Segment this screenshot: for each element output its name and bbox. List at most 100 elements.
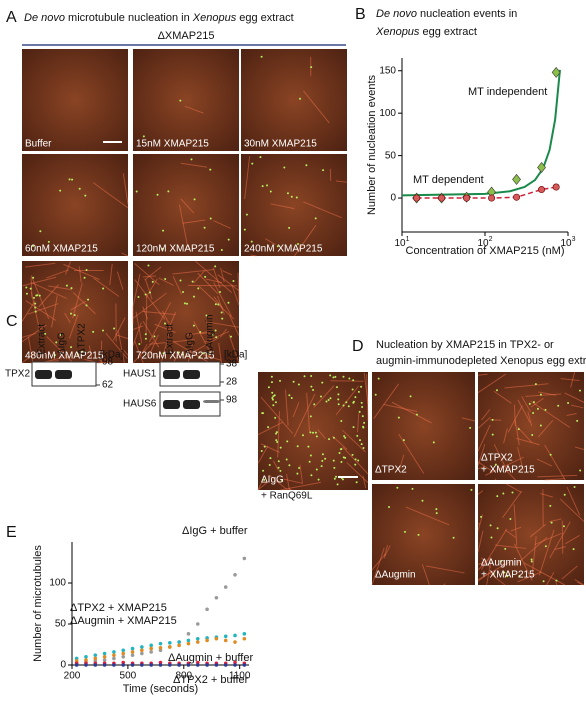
panel-label: A [6,9,17,26]
nucleus-dot [490,536,493,539]
microtubule [219,328,227,338]
microtubule [257,480,270,491]
nucleus-dot [579,469,582,472]
nucleus-dot [348,377,351,380]
point [121,655,126,659]
point [214,636,219,641]
point [130,653,135,657]
nucleus-dot [549,453,552,456]
microtubule [477,373,488,376]
microtubule [342,446,369,475]
microtubule [109,263,113,286]
nucleus-dot [550,521,553,524]
nucleus-dot [70,312,73,315]
nucleus-dot [351,453,354,456]
point [149,643,153,648]
microtubule [493,444,509,473]
microtubule [199,332,210,335]
nucleus-dot [212,333,215,336]
nucleus-dot [532,411,535,414]
microtubule [421,564,430,586]
nucleus-dot [275,431,278,434]
x-tick-label: 200 [64,671,81,682]
x-tick-label: 101 [394,236,409,249]
nucleus-dot [352,401,355,404]
nucleus-dot [333,466,336,469]
microtubule [546,572,555,586]
nucleus-dot [208,352,211,355]
point [223,638,228,643]
nucleus-dot [296,242,299,245]
nucleus-dot [298,466,301,469]
microtubule [477,530,484,553]
point [413,194,421,202]
microtubule [477,466,485,470]
nucleus-dot [337,398,340,401]
point [186,641,191,646]
nucleus-dot [355,481,358,484]
point [74,663,79,667]
micrograph [22,154,128,256]
microtubule [560,378,580,382]
nucleus-dot [360,443,363,446]
nucleus-dot [47,240,50,243]
nucleus-dot [491,433,494,436]
nucleus-dot [402,439,405,442]
microtubule [93,277,120,297]
series-label: MT independent [468,86,547,98]
microtubule [115,334,129,340]
point [149,646,153,651]
micrograph [258,372,368,490]
microtubule [183,337,220,358]
microtubule [537,420,554,438]
microtubule [398,433,425,474]
microtubule [494,544,527,549]
point [158,641,163,646]
nucleus-dot [53,354,56,357]
x-tick-label: 800 [175,671,192,682]
nucleus-dot [360,385,363,388]
microtubule [270,203,295,210]
band [35,370,52,379]
microtubule [398,454,405,470]
point [112,653,116,657]
nucleus-dot [572,548,575,551]
nucleus-dot [310,474,313,477]
point [195,640,200,644]
nucleus-dot [518,575,521,578]
nucleus-dot [354,463,357,466]
point [538,186,546,194]
nucleus-dot [272,395,275,398]
microtubule [30,277,33,298]
nucleus-dot [220,311,223,314]
point [463,194,471,202]
microtubule [260,443,280,453]
point [140,645,144,649]
point [168,645,172,649]
nucleus-dot [557,404,560,407]
nucleus-dot [309,415,312,418]
nucleus-dot [288,394,291,397]
nucleus-dot [432,441,435,444]
tick-base: 10 [560,238,572,249]
microtubule [461,417,476,422]
microtubule [24,262,56,268]
nucleus-dot [506,575,509,578]
microtubule [335,180,348,183]
nucleus-dot [314,431,317,434]
microtubule [46,336,74,364]
point [195,636,200,641]
microtubule [182,219,206,224]
nucleus-dot [279,379,282,382]
series-label: ΔAugmin + buffer [168,652,253,664]
microtubule [144,279,153,300]
tick-base: 10 [477,238,489,249]
nucleus-dot [345,401,348,404]
microtubule [132,322,142,346]
nucleus-dot [147,264,150,267]
point [102,658,107,662]
nucleus-dot [262,469,265,472]
nucleus-dot [35,294,38,297]
point [102,655,107,659]
point [149,650,153,654]
